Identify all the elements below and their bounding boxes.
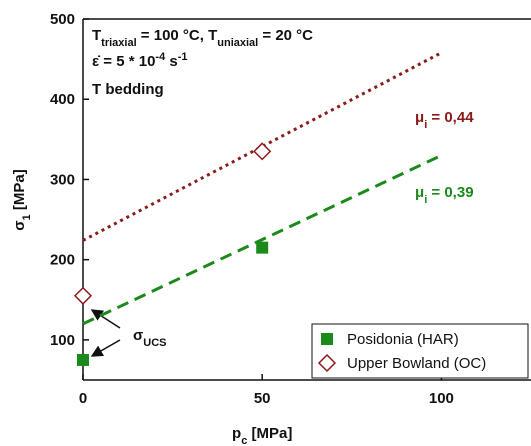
- text-part: p: [232, 425, 241, 442]
- legend-marker: [321, 333, 333, 345]
- text-part: i: [424, 119, 427, 131]
- annotation: Ttriaxial = 100 °C, Tuniaxial = 20 °C: [92, 27, 313, 49]
- y-tick-label: 200: [50, 252, 75, 269]
- x-tick-label: 50: [254, 390, 271, 407]
- text-part: T: [92, 27, 101, 44]
- x-tick-label: 100: [429, 390, 454, 407]
- annotation: T bedding: [92, 81, 164, 98]
- annotation: ε̇ = 5 * 10-4 s-1: [92, 51, 188, 70]
- annotation: σUCS: [133, 327, 167, 349]
- text-part: = 0,44: [427, 109, 474, 126]
- text-part: ε̇ = 5 * 10: [92, 53, 155, 70]
- text-part: σ: [11, 220, 28, 230]
- text-part: [MPa]: [11, 169, 28, 214]
- point: [253, 142, 272, 161]
- text-part: 1: [21, 214, 33, 220]
- text-part: UCS: [143, 337, 166, 349]
- point: [77, 353, 89, 366]
- text-part: σ: [133, 327, 143, 344]
- fit-line: [82, 154, 443, 326]
- text-part: = 20 °C: [258, 27, 313, 44]
- fit-line: [82, 51, 443, 242]
- text-part: c: [241, 435, 247, 446]
- text-part: μ: [415, 184, 424, 201]
- y-tick-label: 400: [50, 91, 75, 108]
- text-part: uniaxial: [217, 37, 258, 49]
- y-tick-label: 300: [50, 171, 75, 188]
- point: [73, 286, 93, 305]
- text-part: -4: [155, 51, 166, 63]
- legend-marker: [317, 353, 337, 373]
- x-axis-label: pc [MPa]: [232, 425, 292, 446]
- text-part: = 0,39: [427, 184, 473, 201]
- text-part: T bedding: [92, 81, 164, 98]
- legend-label: Posidonia (HAR): [347, 331, 459, 348]
- annotation: μi = 0,44: [415, 109, 474, 131]
- arrow: [90, 339, 121, 357]
- text-part: = 100 °C, T: [137, 27, 218, 44]
- text-part: μ: [415, 109, 424, 126]
- text-part: [MPa]: [247, 425, 292, 442]
- text-part: triaxial: [101, 37, 136, 49]
- arrow: [90, 309, 121, 329]
- y-axis-label: σ1 [MPa]: [11, 169, 33, 230]
- y-tick-label: 500: [50, 11, 75, 28]
- x-tick-label: 0: [79, 390, 87, 407]
- legend-box: [311, 323, 529, 379]
- point: [256, 241, 269, 254]
- text-part: i: [424, 194, 427, 206]
- text-part: -1: [178, 51, 188, 63]
- text-part: s: [165, 53, 178, 70]
- legend-label: Upper Bowland (OC): [347, 355, 486, 372]
- y-tick-label: 100: [50, 332, 75, 349]
- annotation: μi = 0,39: [415, 184, 474, 206]
